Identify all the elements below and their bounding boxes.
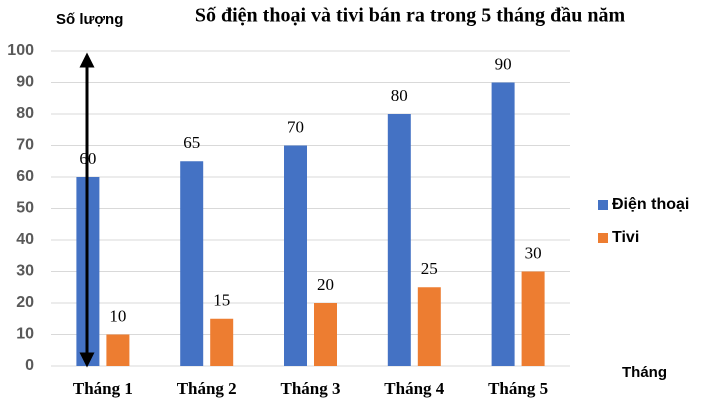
bar — [521, 271, 545, 366]
y-tick-label: 10 — [16, 326, 34, 343]
value-label: 25 — [421, 259, 438, 278]
bar — [387, 114, 411, 366]
y-tick-label: 40 — [16, 231, 34, 248]
y-tick-label: 90 — [16, 74, 34, 91]
x-tick-label: Tháng 3 — [281, 379, 341, 398]
grid — [51, 50, 570, 367]
y-tick-label: 60 — [16, 168, 34, 185]
bars — [76, 82, 545, 366]
bar — [417, 287, 441, 366]
bar — [210, 318, 234, 366]
bar — [491, 82, 515, 366]
x-tick-label: Tháng 4 — [384, 379, 444, 398]
bar — [180, 161, 204, 366]
y-tick-label: 100 — [7, 42, 34, 59]
legend-label: Tivi — [612, 229, 639, 246]
x-tick-label: Tháng 1 — [73, 379, 133, 398]
value-label: 60 — [79, 149, 96, 168]
y-tick-label: 70 — [16, 137, 34, 154]
legend-swatch — [598, 233, 608, 243]
value-label: 10 — [109, 306, 126, 325]
y-tick-label: 30 — [16, 263, 34, 280]
legend-label: Điện thoại — [612, 196, 689, 213]
value-label: 20 — [317, 275, 334, 294]
chart-title: Số điện thoại và tivi bán ra trong 5 thá… — [195, 5, 626, 27]
value-label: 65 — [183, 133, 200, 152]
bar — [106, 334, 130, 366]
value-label: 70 — [287, 117, 304, 136]
x-tick-label: Tháng 2 — [177, 379, 237, 398]
x-axis-label: Tháng — [622, 364, 667, 381]
y-tick-label: 20 — [16, 294, 34, 311]
value-label: 30 — [525, 243, 542, 262]
y-tick-label: 80 — [16, 105, 34, 122]
value-label: 80 — [391, 86, 408, 105]
bar — [284, 145, 307, 366]
y-tick-label: 0 — [25, 357, 34, 374]
y-axis-label: Số lượng — [56, 11, 123, 28]
value-label: 15 — [213, 291, 230, 310]
legend-swatch — [598, 200, 608, 210]
value-label: 90 — [495, 54, 512, 73]
bar — [314, 303, 337, 366]
x-tick-label: Tháng 5 — [488, 379, 548, 398]
y-tick-label: 50 — [16, 200, 34, 217]
